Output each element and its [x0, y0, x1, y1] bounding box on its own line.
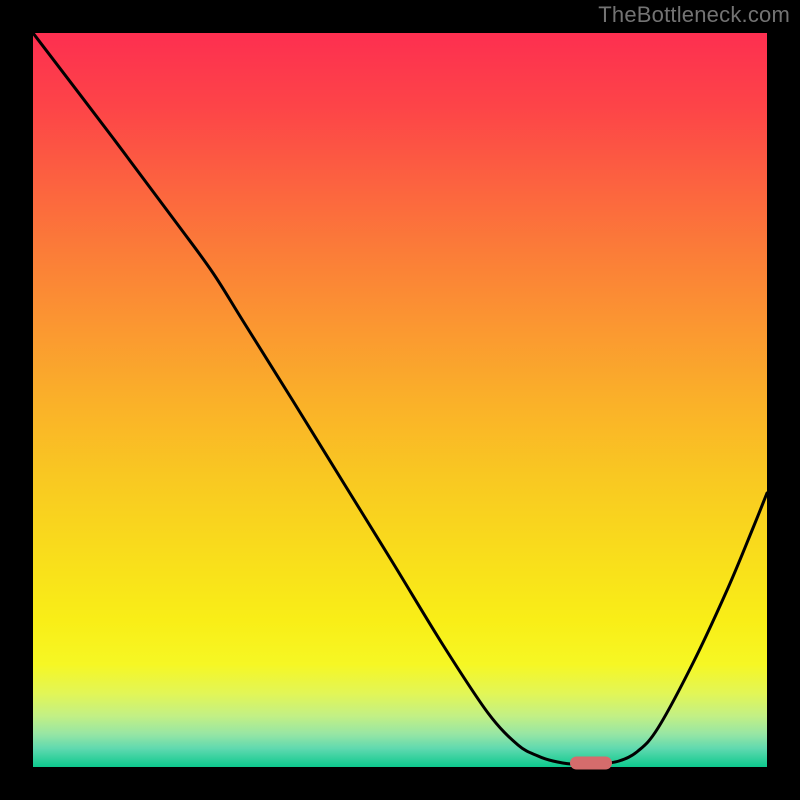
watermark-text: TheBottleneck.com	[598, 2, 790, 28]
heat-gradient-background	[33, 33, 767, 767]
optimal-point-marker	[570, 757, 612, 770]
chart-outer-frame	[0, 0, 800, 800]
plot-area	[33, 33, 767, 767]
